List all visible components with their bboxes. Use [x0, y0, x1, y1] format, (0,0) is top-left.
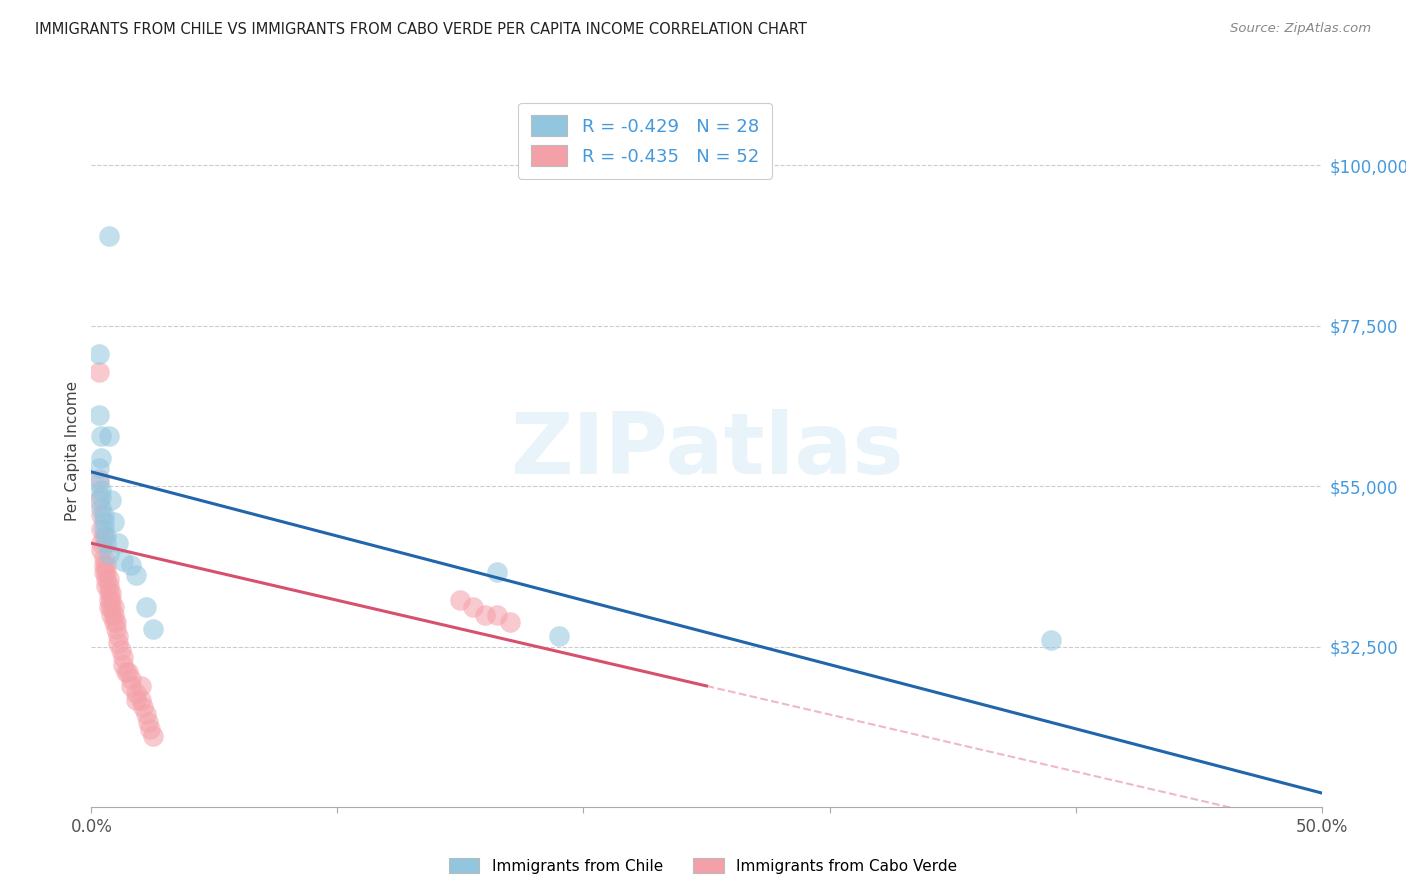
Point — [461, 600, 484, 615]
Point — [96, 572, 117, 586]
Point — [97, 572, 120, 586]
Point — [112, 554, 135, 568]
Point — [112, 650, 135, 665]
Point — [100, 600, 122, 615]
Point — [87, 347, 110, 361]
Point — [97, 593, 120, 607]
Point — [90, 522, 112, 536]
Point — [117, 665, 139, 679]
Point — [87, 365, 110, 379]
Point — [129, 679, 152, 693]
Text: Source: ZipAtlas.com: Source: ZipAtlas.com — [1230, 22, 1371, 36]
Point — [124, 693, 146, 707]
Point — [142, 622, 165, 636]
Point — [93, 565, 115, 579]
Point — [100, 586, 122, 600]
Point — [136, 714, 159, 729]
Point — [498, 615, 520, 629]
Point — [120, 679, 142, 693]
Point — [93, 515, 115, 529]
Point — [124, 686, 146, 700]
Y-axis label: Per Capita Income: Per Capita Income — [65, 380, 80, 521]
Point — [90, 500, 112, 515]
Point — [120, 672, 142, 686]
Point — [103, 615, 125, 629]
Point — [107, 629, 129, 643]
Point — [97, 547, 120, 561]
Point — [100, 593, 122, 607]
Point — [90, 490, 112, 504]
Point — [120, 558, 142, 572]
Text: ZIPatlas: ZIPatlas — [509, 409, 904, 492]
Point — [100, 493, 122, 508]
Point — [93, 508, 115, 522]
Point — [90, 429, 112, 443]
Text: IMMIGRANTS FROM CHILE VS IMMIGRANTS FROM CABO VERDE PER CAPITA INCOME CORRELATIO: IMMIGRANTS FROM CHILE VS IMMIGRANTS FROM… — [35, 22, 807, 37]
Point — [1039, 632, 1063, 647]
Point — [96, 558, 117, 572]
Point — [107, 636, 129, 650]
Point — [96, 536, 117, 550]
Point — [96, 579, 117, 593]
Point — [114, 665, 138, 679]
Point — [87, 493, 110, 508]
Point — [107, 536, 129, 550]
Point — [135, 707, 156, 722]
Point — [449, 593, 471, 607]
Point — [97, 600, 120, 615]
Point — [93, 522, 115, 536]
Point — [97, 586, 120, 600]
Point — [96, 529, 117, 543]
Point — [103, 607, 125, 622]
Point — [87, 461, 110, 475]
Point — [135, 600, 156, 615]
Point — [105, 615, 127, 629]
Point — [547, 629, 569, 643]
Legend: Immigrants from Chile, Immigrants from Cabo Verde: Immigrants from Chile, Immigrants from C… — [443, 852, 963, 880]
Point — [474, 607, 496, 622]
Point — [132, 700, 155, 714]
Point — [93, 529, 115, 543]
Point — [129, 693, 152, 707]
Point — [97, 229, 120, 244]
Point — [124, 568, 146, 582]
Point — [105, 622, 127, 636]
Point — [103, 515, 125, 529]
Point — [90, 536, 112, 550]
Point — [486, 607, 509, 622]
Point — [100, 607, 122, 622]
Point — [103, 600, 125, 615]
Point — [112, 657, 135, 672]
Legend: R = -0.429   N = 28, R = -0.435   N = 52: R = -0.429 N = 28, R = -0.435 N = 52 — [519, 103, 772, 178]
Point — [90, 508, 112, 522]
Point — [97, 579, 120, 593]
Point — [486, 565, 509, 579]
Point — [110, 643, 132, 657]
Point — [90, 450, 112, 465]
Point — [93, 550, 115, 565]
Point — [139, 722, 162, 736]
Point — [90, 543, 112, 558]
Point — [87, 408, 110, 422]
Point — [93, 558, 115, 572]
Point — [87, 472, 110, 486]
Point — [87, 475, 110, 490]
Point — [142, 729, 165, 743]
Point — [97, 429, 120, 443]
Point — [90, 483, 112, 497]
Point — [96, 565, 117, 579]
